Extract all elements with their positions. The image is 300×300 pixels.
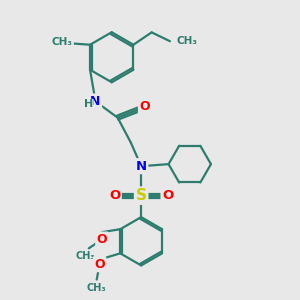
- Text: N: N: [136, 160, 147, 173]
- Text: S: S: [136, 188, 147, 203]
- Text: O: O: [109, 189, 120, 202]
- Text: O: O: [97, 233, 107, 246]
- Text: CH₃: CH₃: [87, 284, 106, 293]
- Text: CH₃: CH₃: [52, 38, 73, 47]
- Text: H: H: [83, 99, 93, 110]
- Text: O: O: [94, 258, 105, 271]
- Text: CH₃: CH₃: [176, 36, 197, 46]
- Text: O: O: [162, 189, 173, 202]
- Text: CH₃: CH₃: [76, 251, 96, 261]
- Text: N: N: [90, 95, 101, 108]
- Text: O: O: [140, 100, 150, 113]
